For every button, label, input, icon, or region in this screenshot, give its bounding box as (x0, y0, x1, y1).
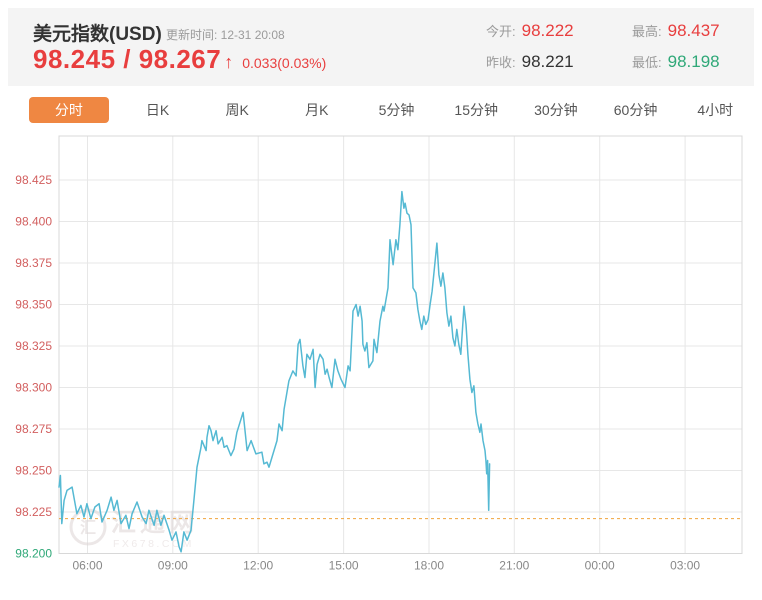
x-axis-label: 03:00 (670, 559, 700, 573)
watermark-glyph: 汇 (80, 519, 96, 537)
stat-open-value: 98.222 (521, 21, 574, 40)
y-axis-label: 98.275 (15, 422, 52, 436)
price-change: 0.033(0.03%) (242, 55, 327, 71)
x-axis-label: 00:00 (585, 559, 615, 573)
watermark-text: 汇通网 (111, 509, 198, 537)
y-axis-label: 98.250 (15, 464, 52, 478)
stat-high-label: 最高: (632, 24, 662, 39)
x-axis-label: 09:00 (158, 559, 188, 573)
y-axis-label: 98.375 (15, 256, 52, 270)
stat-prev-close: 昨收: 98.221 (486, 52, 632, 72)
watermark: 汇汇通网FX678.COM (69, 508, 198, 550)
price-line (58, 190, 491, 553)
price-row: 98.245 / 98.267 ↑ 0.033(0.03%) (33, 44, 326, 75)
y-axis-label: 98.350 (15, 298, 52, 312)
stat-low: 最低: 98.198 (632, 52, 762, 72)
tab-5min[interactable]: 5分钟 (378, 102, 415, 118)
plot-frame (58, 135, 743, 554)
x-axis-label: 12:00 (243, 559, 273, 573)
stat-prev-close-label: 昨收: (486, 55, 516, 70)
y-axis-label: 98.225 (15, 505, 52, 519)
stat-open-label: 今开: (486, 24, 516, 39)
watermark-subtext: FX678.COM (113, 538, 194, 550)
update-time: 更新时间: 12-31 20:08 (166, 28, 285, 42)
tab-30min[interactable]: 30分钟 (534, 102, 578, 118)
y-axis-label: 98.400 (15, 215, 52, 229)
tab-15min[interactable]: 15分钟 (454, 102, 498, 118)
y-axis-label: 98.325 (15, 339, 52, 353)
tab-minute-chart[interactable]: 分时 (29, 97, 109, 123)
timeframe-tabs: 分时 日K 周K 月K 5分钟 15分钟 30分钟 60分钟 4小时 (20, 96, 755, 124)
daily-stats: 今开: 98.222 最高: 98.437 昨收: 98.221 最低: 98.… (486, 21, 762, 72)
x-axis-label: 21:00 (499, 559, 529, 573)
stat-high-value: 98.437 (667, 21, 720, 40)
tab-monthly-k[interactable]: 月K (305, 102, 329, 118)
x-axis-label: 18:00 (414, 559, 444, 573)
y-axis-label: 98.200 (15, 547, 52, 561)
tab-60min[interactable]: 60分钟 (613, 102, 658, 118)
up-arrow-icon: ↑ (224, 52, 234, 72)
instrument-title: 美元指数(USD) (33, 24, 162, 45)
tab-daily-k[interactable]: 日K (145, 102, 170, 118)
y-axis-label: 98.300 (15, 381, 52, 395)
tab-weekly-k[interactable]: 周K (225, 102, 249, 118)
y-axis-label: 98.425 (15, 173, 52, 187)
stat-low-value: 98.198 (667, 52, 720, 71)
stat-high: 最高: 98.437 (632, 21, 762, 41)
quote-header-panel: 美元指数(USD) 更新时间: 12-31 20:08 98.245 / 98.… (8, 8, 754, 86)
x-axis-label: 15:00 (329, 559, 359, 573)
stat-low-label: 最低: (632, 55, 662, 70)
x-axis-label: 06:00 (72, 559, 102, 573)
bid-ask-price: 98.245 / 98.267 (33, 44, 222, 74)
stat-open: 今开: 98.222 (486, 21, 632, 41)
tab-4hour[interactable]: 4小时 (697, 102, 734, 118)
stat-prev-close-value: 98.221 (521, 52, 574, 71)
